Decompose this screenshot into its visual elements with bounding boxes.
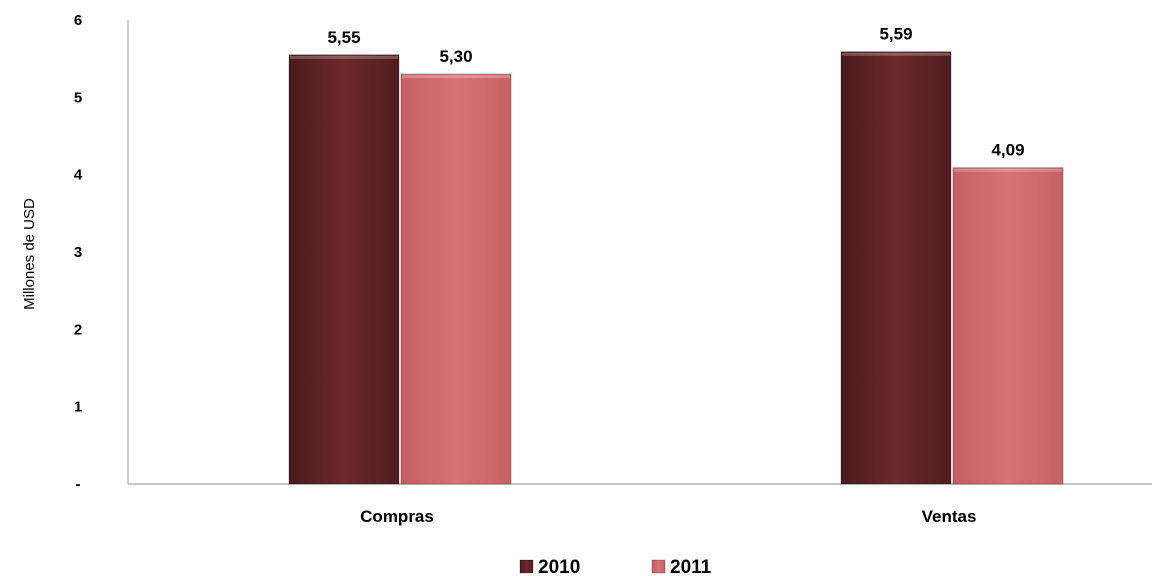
bar-highlight [402, 75, 510, 78]
bars [289, 52, 1063, 484]
bar-compras-2010 [289, 55, 399, 484]
y-tick-label: 1 [74, 399, 82, 416]
y-tick-label: 2 [74, 321, 82, 338]
bar-highlight [842, 53, 950, 56]
y-tick-label: 4 [74, 167, 83, 184]
legend: 2010 2011 [520, 557, 712, 576]
value-label: 5,30 [439, 47, 472, 66]
y-tick-label: 5 [74, 89, 82, 106]
category-label: Ventas [922, 507, 977, 526]
y-axis-title: Millones de USD [21, 198, 38, 310]
y-tick-label: 3 [74, 244, 82, 261]
bar-ventas-2011 [953, 168, 1063, 484]
y-tick-label: - [76, 476, 81, 493]
category-label: Compras [360, 507, 434, 526]
bar-ventas-2010 [841, 52, 951, 484]
bar-highlight [290, 56, 398, 59]
value-label: 4,09 [991, 141, 1024, 160]
bar-compras-2011 [401, 74, 511, 484]
legend-label: 2011 [670, 557, 712, 576]
value-label: 5,59 [879, 25, 912, 44]
legend-label: 2010 [538, 557, 580, 576]
y-tick-label: 6 [74, 12, 82, 29]
legend-swatch-2010 [520, 560, 533, 573]
y-axis-ticks: - 1 2 3 4 5 6 [74, 12, 83, 493]
bar-highlight [954, 169, 1062, 172]
value-label: 5,55 [327, 28, 360, 47]
legend-swatch-2011 [652, 560, 665, 573]
category-labels: Compras Ventas [360, 507, 976, 526]
